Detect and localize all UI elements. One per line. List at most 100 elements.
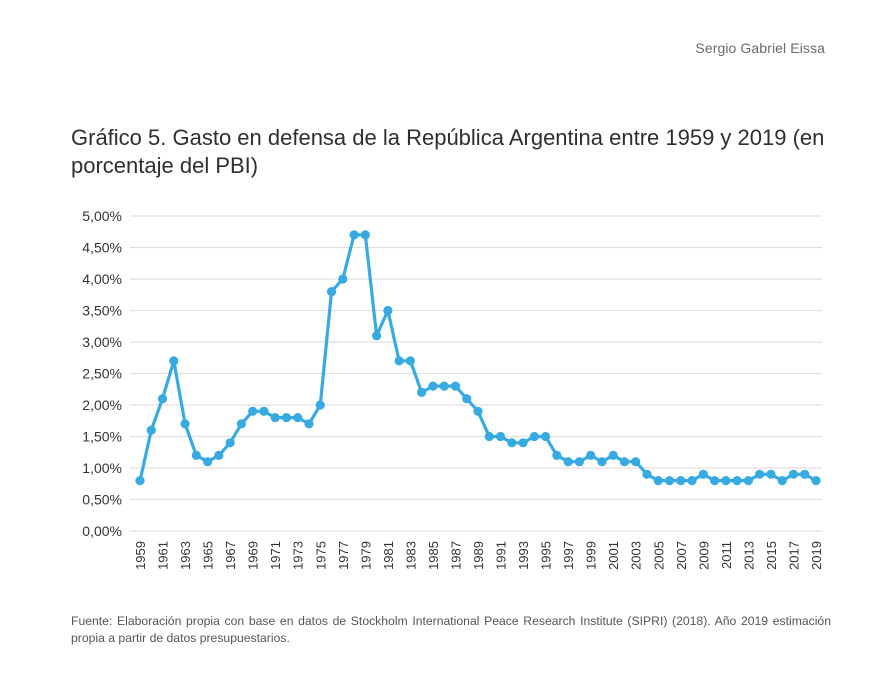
data-point xyxy=(248,406,258,416)
data-point xyxy=(743,476,754,486)
data-point xyxy=(135,476,145,486)
data-point xyxy=(788,469,799,479)
x-tick-label: 1961 xyxy=(156,541,171,570)
author-name: Sergio Gabriel Eissa xyxy=(695,40,825,56)
data-point xyxy=(450,381,461,391)
y-tick-label: 5,00% xyxy=(82,208,122,224)
x-tick-label: 1971 xyxy=(268,541,283,570)
x-tick-label: 1993 xyxy=(516,541,531,570)
data-point xyxy=(169,356,179,366)
x-tick-label: 1977 xyxy=(336,541,351,570)
data-point xyxy=(495,431,506,442)
data-point xyxy=(664,476,675,486)
data-point xyxy=(710,476,720,486)
data-point xyxy=(800,469,810,479)
y-tick-label: 2,50% xyxy=(82,366,122,382)
data-point xyxy=(203,457,213,467)
data-point xyxy=(653,476,663,486)
x-tick-label: 2001 xyxy=(606,541,621,570)
x-tick-label: 1979 xyxy=(358,541,373,570)
data-point xyxy=(270,413,280,423)
data-point xyxy=(631,457,641,467)
y-tick-label: 1,00% xyxy=(82,460,122,476)
x-tick-label: 1965 xyxy=(201,541,216,570)
data-point xyxy=(146,425,156,435)
data-point xyxy=(180,419,190,429)
x-tick-label: 1991 xyxy=(494,541,509,570)
x-tick-label: 1969 xyxy=(246,541,261,570)
x-tick-label: 2015 xyxy=(764,541,779,570)
x-tick-label: 2007 xyxy=(674,541,689,570)
x-tick-label: 1959 xyxy=(133,541,148,570)
data-point xyxy=(372,331,382,341)
data-point xyxy=(462,394,472,404)
data-point xyxy=(642,469,652,479)
x-tick-label: 2009 xyxy=(696,541,711,570)
data-point xyxy=(732,476,742,486)
data-point xyxy=(484,431,494,442)
data-point xyxy=(552,450,562,460)
x-tick-label: 1967 xyxy=(223,541,238,570)
x-tick-label: 1963 xyxy=(178,541,193,570)
data-point xyxy=(597,457,607,467)
data-point xyxy=(541,431,551,442)
x-tick-label: 2005 xyxy=(651,541,666,570)
data-point xyxy=(157,394,168,404)
x-tick-label: 2011 xyxy=(719,541,734,569)
data-point xyxy=(574,457,585,467)
x-axis-ticks: 1959 1961 1963 1965 1967 1969 1971 1973 1975 1977… xyxy=(133,541,824,570)
data-point xyxy=(608,450,618,460)
data-point xyxy=(326,287,337,297)
y-tick-label: 2,00% xyxy=(82,397,122,413)
y-axis-ticks: 0,00% 0,50% 1,00% 1,50% 2,00% 2,50% 3,00% 3,50%… xyxy=(82,208,122,539)
x-tick-label: 1997 xyxy=(561,541,576,570)
data-point xyxy=(293,413,303,423)
data-point xyxy=(281,413,292,423)
gridlines xyxy=(130,215,822,532)
data-point xyxy=(383,305,393,316)
data-point xyxy=(360,230,370,240)
series-line xyxy=(138,233,818,483)
source-note: Fuente: Elaboración propia con base en d… xyxy=(71,614,831,645)
data-point xyxy=(755,469,765,479)
data-point xyxy=(563,457,573,467)
x-tick-label: 2003 xyxy=(629,541,644,570)
data-point xyxy=(766,469,776,479)
x-tick-label: 2019 xyxy=(809,541,824,570)
data-point xyxy=(394,356,404,366)
data-point xyxy=(777,476,787,486)
y-tick-label: 4,50% xyxy=(82,240,122,256)
data-point xyxy=(507,438,517,448)
data-point xyxy=(236,419,246,429)
y-tick-label: 1,50% xyxy=(82,429,122,445)
x-tick-label: 1973 xyxy=(291,541,306,570)
x-tick-label: 1987 xyxy=(448,541,463,570)
data-point xyxy=(349,230,359,240)
data-point xyxy=(687,476,697,486)
x-tick-label: 1995 xyxy=(539,541,554,570)
data-point xyxy=(225,438,235,448)
data-point xyxy=(676,476,686,486)
series-points xyxy=(135,230,821,486)
data-point xyxy=(619,457,630,467)
data-point xyxy=(721,476,731,486)
x-tick-label: 1983 xyxy=(403,541,418,570)
data-point xyxy=(405,356,415,366)
chart-title: Gráfico 5. Gasto en defensa de la Repúbl… xyxy=(71,125,825,178)
x-tick-label: 1999 xyxy=(584,541,599,570)
y-tick-label: 4,00% xyxy=(82,271,122,287)
data-point xyxy=(428,381,438,391)
x-tick-label: 1985 xyxy=(426,541,441,570)
x-tick-label: 1975 xyxy=(313,541,328,570)
x-tick-label: 2013 xyxy=(741,541,756,570)
data-point xyxy=(698,469,708,479)
data-point xyxy=(304,419,314,429)
data-point xyxy=(529,431,539,442)
x-tick-label: 1981 xyxy=(381,541,396,570)
data-point xyxy=(586,450,596,460)
data-point xyxy=(259,406,269,416)
data-point xyxy=(473,406,483,416)
data-point xyxy=(518,438,528,448)
data-point xyxy=(214,450,224,460)
